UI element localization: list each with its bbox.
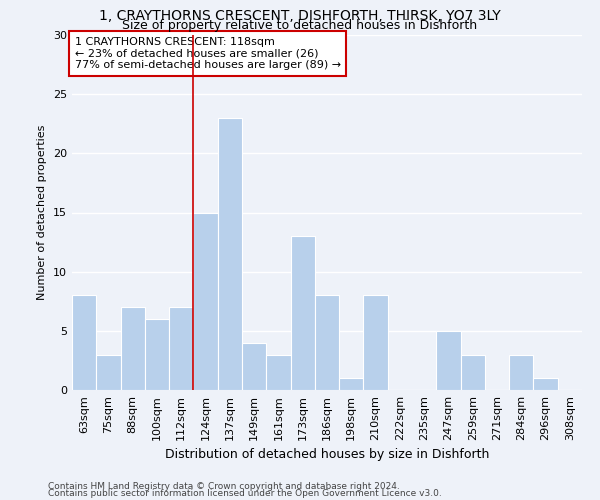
Bar bbox=[72, 296, 96, 390]
Text: 1 CRAYTHORNS CRESCENT: 118sqm
← 23% of detached houses are smaller (26)
77% of s: 1 CRAYTHORNS CRESCENT: 118sqm ← 23% of d… bbox=[74, 37, 341, 70]
Bar bbox=[121, 307, 145, 390]
Bar bbox=[145, 319, 169, 390]
Bar bbox=[436, 331, 461, 390]
Bar bbox=[169, 307, 193, 390]
Bar bbox=[193, 212, 218, 390]
Bar bbox=[315, 296, 339, 390]
Bar bbox=[266, 354, 290, 390]
X-axis label: Distribution of detached houses by size in Dishforth: Distribution of detached houses by size … bbox=[165, 448, 489, 462]
Bar bbox=[339, 378, 364, 390]
Bar bbox=[364, 296, 388, 390]
Text: Contains public sector information licensed under the Open Government Licence v3: Contains public sector information licen… bbox=[48, 490, 442, 498]
Bar bbox=[290, 236, 315, 390]
Text: Contains HM Land Registry data © Crown copyright and database right 2024.: Contains HM Land Registry data © Crown c… bbox=[48, 482, 400, 491]
Bar bbox=[461, 354, 485, 390]
Bar bbox=[242, 342, 266, 390]
Text: Size of property relative to detached houses in Dishforth: Size of property relative to detached ho… bbox=[122, 18, 478, 32]
Bar bbox=[533, 378, 558, 390]
Y-axis label: Number of detached properties: Number of detached properties bbox=[37, 125, 47, 300]
Bar bbox=[218, 118, 242, 390]
Bar bbox=[96, 354, 121, 390]
Bar bbox=[509, 354, 533, 390]
Text: 1, CRAYTHORNS CRESCENT, DISHFORTH, THIRSK, YO7 3LY: 1, CRAYTHORNS CRESCENT, DISHFORTH, THIRS… bbox=[99, 9, 501, 23]
